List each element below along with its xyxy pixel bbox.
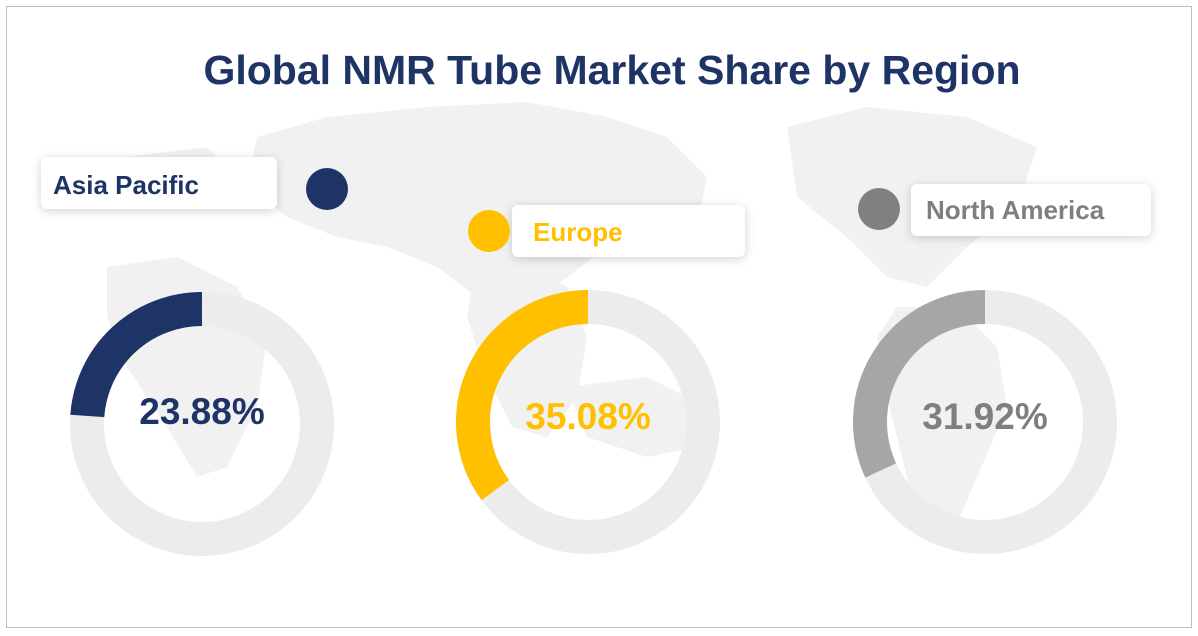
europe-label-box — [512, 205, 745, 257]
asia-pacific-legend-label: Asia Pacific — [53, 170, 199, 200]
europe-value-label: 35.08% — [525, 396, 651, 437]
asia-pacific-label-box — [41, 157, 277, 209]
north-america-label-box — [911, 184, 1151, 236]
chart-title: Global NMR Tube Market Share by Region — [203, 47, 1021, 93]
north-america-donut — [853, 290, 1117, 554]
europe-donut-arc — [456, 290, 589, 501]
north-america-legend-dot — [858, 188, 900, 230]
north-america-legend-label: North America — [926, 195, 1105, 225]
asia-pacific-donut — [70, 292, 334, 556]
asia-pacific-legend-dot — [306, 168, 348, 210]
north-america-value-label: 31.92% — [922, 396, 1048, 437]
asia-pacific-donut-arc — [70, 292, 203, 418]
europe-legend-label: Europe — [533, 217, 623, 247]
north-america-donut-arc — [853, 290, 986, 478]
chart-frame: Global NMR Tube Market Share by Region A… — [6, 6, 1192, 628]
europe-donut — [456, 290, 720, 554]
europe-legend-dot — [468, 210, 510, 252]
asia-pacific-value-label: 23.88% — [139, 391, 265, 432]
